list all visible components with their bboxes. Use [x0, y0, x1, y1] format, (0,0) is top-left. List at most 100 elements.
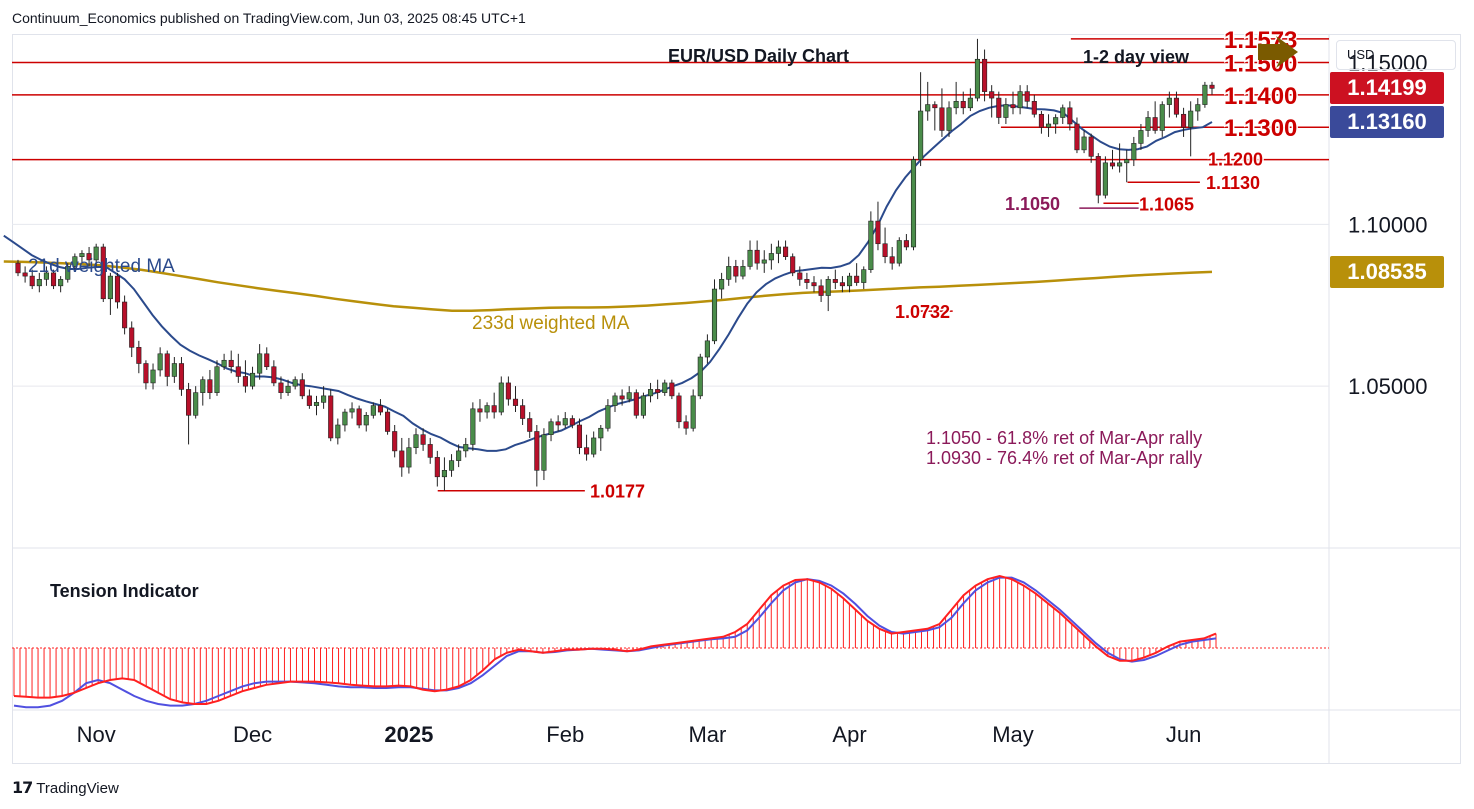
candle-body [854, 275, 860, 283]
candle-body [178, 363, 185, 390]
candle-body [1152, 117, 1158, 131]
x-tick-label: Dec [233, 722, 272, 747]
candle-body [960, 101, 966, 109]
candle-body [647, 389, 654, 397]
candle-body [491, 405, 497, 413]
retracement-note: 1.1050 - 61.8% ret of Mar-Apr rally [926, 428, 1202, 448]
candle-body [697, 356, 703, 397]
indicator-title: Tension Indicator [50, 581, 199, 601]
candle-body [662, 382, 668, 393]
footer-brand: TradingView [36, 779, 119, 797]
candle-body [93, 246, 99, 261]
candle-body [164, 353, 170, 377]
candle-body [1124, 159, 1130, 164]
candle-body [100, 246, 106, 300]
candle-body [527, 418, 533, 432]
candle-body [946, 107, 952, 131]
candle-body [313, 402, 320, 406]
candle-body [50, 272, 57, 287]
candle-body [761, 259, 767, 264]
candle-body [569, 418, 575, 426]
candle-body [726, 266, 732, 280]
candle-body [505, 382, 511, 400]
candle-body [186, 389, 192, 416]
candle-body [811, 282, 817, 287]
footer[interactable]: 𝟭𝟳 TradingView [12, 778, 119, 798]
candle-body [406, 447, 412, 468]
candle-body [704, 340, 710, 358]
candle-body [1188, 110, 1194, 128]
candle-body [1088, 136, 1094, 157]
candle-body [982, 58, 988, 92]
candle-body [392, 431, 398, 452]
candle-body [797, 272, 803, 280]
candle-body [242, 376, 248, 387]
candle-body [711, 288, 718, 342]
candle-body [576, 424, 583, 448]
candle-body [1053, 117, 1059, 125]
candle-body [825, 279, 831, 296]
candle-body [377, 405, 384, 413]
candle-body [783, 246, 789, 257]
candle-body [79, 253, 85, 257]
candle-body [271, 366, 277, 384]
candle-body [136, 347, 142, 364]
x-tick-label: 2025 [384, 722, 433, 747]
x-tick-label: Apr [832, 722, 866, 747]
candle-body [832, 279, 838, 283]
ma233-line [3, 260, 1213, 312]
candle-body [299, 379, 305, 397]
candle-body [612, 395, 618, 406]
candle-body [342, 411, 348, 426]
candle-body [790, 256, 796, 274]
candle-body [676, 395, 682, 423]
candle-body [385, 411, 391, 432]
candle-body [605, 405, 611, 429]
candle-body [953, 101, 959, 109]
candle-body [1010, 104, 1016, 109]
candle-body [370, 405, 376, 416]
chart-title: EUR/USD Daily Chart [668, 46, 849, 66]
y-tick-label: 1.15000 [1348, 50, 1428, 75]
candle-body [1060, 107, 1066, 118]
candle-body [989, 91, 995, 99]
level-label: 1.0732 [895, 302, 950, 322]
candle-body [1067, 107, 1073, 125]
candle-body [974, 58, 981, 99]
candle-body [114, 275, 121, 303]
candle-body [477, 408, 483, 413]
candle-body [228, 359, 234, 368]
candle-body [86, 253, 92, 261]
retracement-note: 1.0930 - 76.4% ret of Mar-Apr rally [926, 448, 1202, 468]
ma233-price-tag: 1.08535 [1330, 255, 1444, 288]
level-label: 1.1065 [1139, 194, 1194, 214]
candle-body [200, 379, 206, 393]
candle-body [1017, 91, 1023, 109]
candle-body [285, 385, 291, 393]
candle-body [107, 275, 113, 300]
tradingview-logo-icon: 𝟭𝟳 [12, 780, 33, 797]
indicator-red-line [13, 574, 1217, 705]
level-label: 1.1130 [1206, 173, 1260, 193]
y-tick-label: 1.05000 [1348, 374, 1428, 399]
candle-body [591, 437, 597, 455]
candle-body [257, 353, 263, 374]
candle-body [264, 353, 270, 368]
candle-body [1166, 97, 1172, 105]
candle-body [768, 253, 774, 261]
candle-body [740, 266, 746, 277]
candle-body [235, 366, 241, 377]
level-label: 1.1400 [1224, 83, 1297, 110]
candle-body [399, 450, 405, 468]
candle-body [548, 421, 554, 436]
candle-body [754, 249, 760, 264]
candle-body [349, 408, 355, 413]
candle-body [555, 421, 561, 426]
candle-body [875, 220, 881, 245]
last-price-tag: 1.14199 [1330, 72, 1444, 105]
candle-body [896, 240, 902, 264]
candle-body [1045, 123, 1052, 128]
currency-selector[interactable]: USD [1336, 40, 1456, 70]
candle-body [1003, 104, 1009, 118]
